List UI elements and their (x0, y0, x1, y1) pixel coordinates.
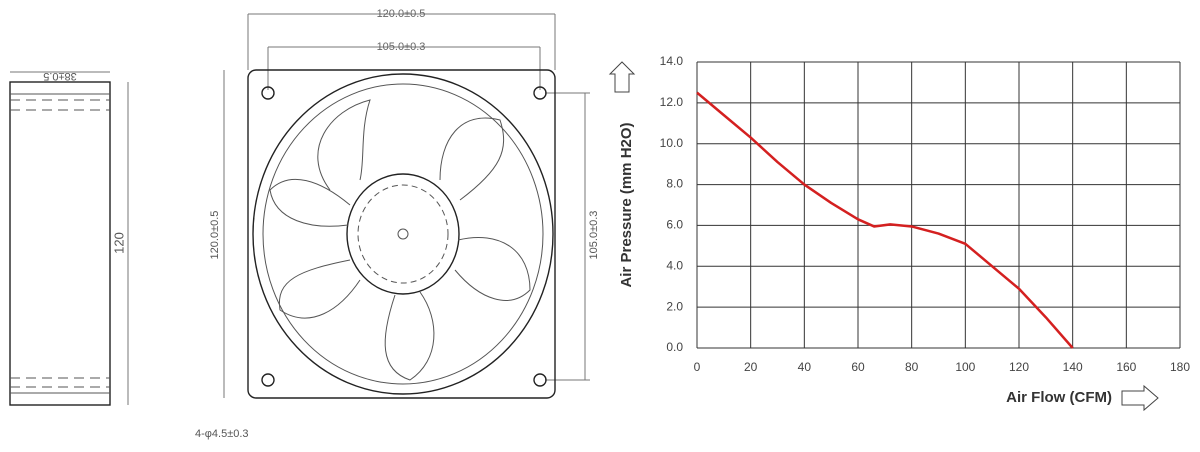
mount-hole (261, 86, 275, 100)
hub-ring (357, 184, 449, 284)
pq-curve (696, 91, 1074, 349)
x-tick-label: 0 (694, 360, 701, 374)
side-view: 38±0.5 120 (9, 70, 129, 406)
blade (269, 178, 351, 227)
dimension-label: 105.0±0.3 (588, 211, 600, 260)
x-tick-label: 80 (905, 360, 919, 374)
fan-opening (252, 73, 554, 395)
y-tick-label: 6.0 (666, 218, 683, 232)
blade (278, 259, 361, 319)
dimension-label: 38±0.5 (43, 70, 77, 82)
dimension-label: 120.0±0.5 (377, 8, 426, 20)
blade (454, 236, 531, 301)
y-tick-label: 12.0 (660, 95, 684, 109)
x-tick-label: 180 (1170, 360, 1190, 374)
x-tick-label: 60 (851, 360, 865, 374)
arrow (1121, 384, 1159, 412)
fan-frame (247, 69, 556, 399)
y-axis-title: Air Pressure (mm H2O) (618, 122, 635, 287)
pq-chart: Air Pressure (mm H2O) Air Flow (CFM) 0.0… (608, 54, 1190, 412)
hub-center (397, 228, 409, 240)
x-tick-label: 140 (1063, 360, 1083, 374)
mount-hole (533, 86, 547, 100)
y-tick-label: 0.0 (666, 340, 683, 354)
blade (439, 117, 505, 201)
fan-hub (346, 173, 460, 295)
y-tick-label: 4.0 (666, 258, 683, 272)
x-tick-label: 120 (1009, 360, 1029, 374)
x-tick-label: 40 (798, 360, 812, 374)
mount-hole (261, 373, 275, 387)
fan-ring (262, 83, 544, 385)
blade (317, 99, 371, 191)
y-tick-label: 8.0 (666, 177, 683, 191)
dimension-label: 105.0±0.3 (377, 41, 426, 53)
y-tick-label: 2.0 (666, 299, 683, 313)
side-frame (9, 81, 111, 406)
y-tick-label: 10.0 (660, 136, 684, 150)
y-tick-label: 14.0 (660, 54, 684, 68)
x-tick-label: 160 (1116, 360, 1136, 374)
dimension-label: 4-φ4.5±0.3 (195, 428, 249, 440)
dimension-label: 120.0±0.5 (209, 211, 221, 260)
blade (384, 291, 435, 381)
x-axis-title: Air Flow (CFM) (1006, 389, 1112, 406)
dimension-label: 120 (111, 232, 126, 254)
front-view: 120.0±0.5 105.0±0.3 120.0±0.5 105.0±0.3 … (195, 8, 600, 440)
x-tick-label: 100 (955, 360, 975, 374)
arrow (608, 61, 636, 93)
mount-hole (533, 373, 547, 387)
x-tick-label: 20 (744, 360, 758, 374)
